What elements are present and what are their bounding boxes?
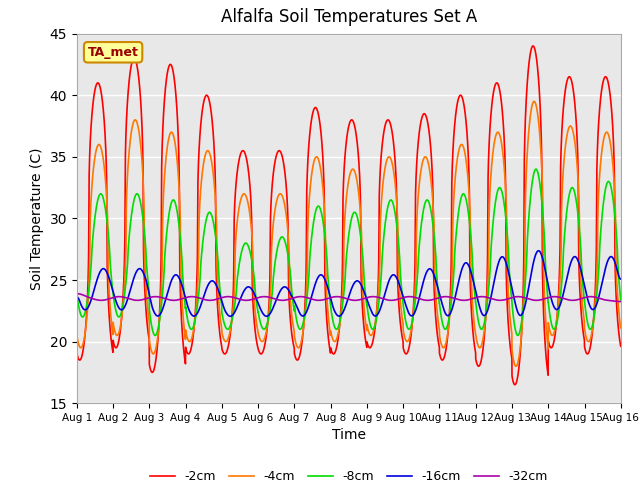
Title: Alfalfa Soil Temperatures Set A: Alfalfa Soil Temperatures Set A [221, 9, 477, 26]
Line: -2cm: -2cm [77, 46, 621, 384]
-32cm [617, 299, 625, 304]
-8cm [441, 326, 449, 332]
-2cm [617, 343, 625, 349]
-8cm [151, 333, 159, 338]
-32cm [328, 294, 336, 300]
Line: -4cm: -4cm [77, 101, 621, 366]
-32cm [440, 294, 448, 300]
Line: -16cm: -16cm [77, 251, 621, 316]
-4cm [470, 323, 478, 329]
-16cm [171, 273, 179, 278]
-2cm [616, 340, 624, 346]
Y-axis label: Soil Temperature (C): Soil Temperature (C) [30, 147, 44, 289]
-2cm [171, 78, 179, 84]
-8cm [471, 289, 479, 295]
-32cm [73, 291, 81, 297]
-32cm [616, 299, 624, 304]
-2cm [470, 343, 478, 348]
Line: -8cm: -8cm [77, 169, 621, 336]
-16cm [471, 284, 479, 289]
-16cm [617, 276, 625, 282]
Legend: -2cm, -4cm, -8cm, -16cm, -32cm: -2cm, -4cm, -8cm, -16cm, -32cm [145, 465, 553, 480]
-32cm [470, 295, 478, 301]
-16cm [535, 248, 543, 253]
Text: TA_met: TA_met [88, 46, 138, 59]
-4cm [531, 98, 538, 104]
-4cm [328, 335, 336, 341]
-2cm [73, 350, 81, 356]
-4cm [171, 137, 179, 143]
-16cm [227, 313, 234, 319]
-8cm [171, 199, 179, 204]
X-axis label: Time: Time [332, 429, 366, 443]
-8cm [616, 292, 624, 298]
-4cm [73, 333, 81, 338]
Line: -32cm: -32cm [77, 294, 621, 301]
-8cm [328, 315, 336, 321]
-4cm [512, 363, 520, 369]
-4cm [616, 322, 624, 327]
-8cm [617, 297, 625, 303]
-4cm [617, 325, 625, 331]
-16cm [502, 258, 509, 264]
-32cm [171, 298, 179, 303]
-16cm [616, 276, 624, 282]
-8cm [502, 212, 509, 217]
-8cm [532, 166, 540, 172]
-2cm [511, 382, 519, 387]
-2cm [440, 354, 448, 360]
-2cm [502, 168, 509, 174]
-8cm [73, 290, 81, 296]
-32cm [502, 297, 509, 302]
-4cm [502, 181, 509, 187]
-4cm [440, 344, 448, 350]
-16cm [328, 302, 336, 308]
-2cm [529, 43, 537, 49]
-16cm [73, 294, 81, 300]
-16cm [441, 309, 449, 314]
-2cm [328, 350, 336, 356]
